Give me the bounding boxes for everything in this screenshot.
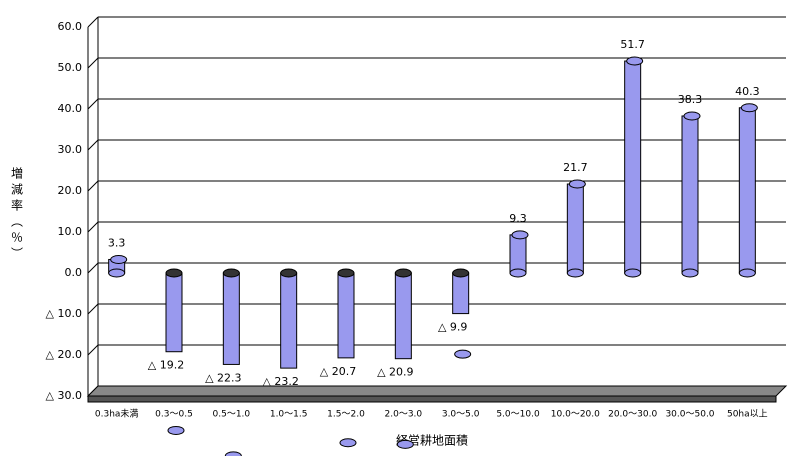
- data-label: △ 20.7: [320, 365, 356, 378]
- bar: [394, 268, 414, 449]
- bar: [337, 268, 357, 448]
- bar: [280, 268, 298, 460]
- x-tick-label: 10.0～20.0: [551, 410, 600, 420]
- data-label: 3.3: [108, 236, 126, 249]
- y-tick-label: 50.0: [58, 61, 83, 74]
- x-tick-label: 30.0～50.0: [665, 410, 714, 420]
- y-tick-label: 20.0: [58, 184, 83, 197]
- x-tick-label: 0.3ha未満: [95, 408, 139, 420]
- grid-line: [87, 221, 99, 233]
- y-axis-title: 増減率（％）: [10, 167, 24, 263]
- data-label: △ 23.2: [262, 375, 298, 388]
- bar: [509, 230, 529, 278]
- y-tick-label: 60.0: [58, 20, 83, 33]
- y-tick-label: 10.0: [58, 225, 83, 238]
- data-label: 21.7: [563, 161, 588, 174]
- bar: [222, 268, 242, 460]
- x-axis-title: 経営耕地面積: [396, 433, 468, 448]
- data-label: 51.7: [620, 38, 645, 51]
- bar: [452, 268, 472, 359]
- bar: [165, 268, 185, 435]
- grid-line: [87, 57, 99, 69]
- grid-line: [87, 303, 99, 315]
- grid-line: [87, 16, 99, 28]
- x-tick-label: 1.0～1.5: [270, 410, 308, 420]
- x-tick-label: 3.0～5.0: [442, 410, 480, 420]
- y-tick-label: △ 30.0: [46, 389, 82, 402]
- x-tick-label: 5.0～10.0: [496, 410, 540, 420]
- x-tick-label: 1.5～2.0: [327, 410, 365, 420]
- bar: [681, 111, 701, 278]
- data-label: 38.3: [678, 93, 703, 106]
- data-label: △ 20.9: [377, 366, 413, 379]
- grid-line: [87, 262, 99, 274]
- x-tick-label: 50ha以上: [727, 409, 768, 420]
- x-tick-label: 2.0～3.0: [385, 410, 423, 420]
- y-tick-label: 30.0: [58, 143, 83, 156]
- grid-line: [87, 98, 99, 110]
- x-tick-label: 0.3～0.5: [155, 410, 193, 420]
- bar: [738, 103, 758, 278]
- grid-line: [87, 139, 99, 151]
- y-tick-label: 0.0: [65, 266, 83, 279]
- grid-line: [87, 180, 99, 192]
- floor-edge: [87, 395, 777, 403]
- y-tick-label: 40.0: [58, 102, 83, 115]
- x-tick-label: 0.5～1.0: [213, 410, 251, 420]
- x-tick-label: 20.0～30.0: [608, 410, 657, 420]
- bar: [624, 56, 644, 278]
- bar: [566, 179, 586, 278]
- data-label: 9.3: [509, 212, 527, 225]
- data-label: 40.3: [735, 85, 760, 98]
- y-tick-label: △ 10.0: [46, 307, 82, 320]
- data-label: △ 9.9: [438, 321, 467, 334]
- bar: [108, 254, 128, 278]
- grid-line: [87, 344, 99, 356]
- data-label: △ 22.3: [205, 371, 241, 384]
- y-tick-label: △ 20.0: [46, 348, 82, 361]
- data-label: △ 19.2: [148, 359, 184, 372]
- floor: [86, 385, 788, 397]
